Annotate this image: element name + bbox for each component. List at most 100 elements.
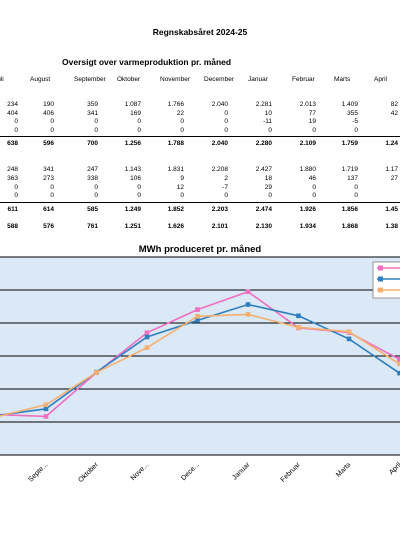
table-cell: 0 — [14, 192, 18, 200]
table-total-cell: 1.38 — [385, 223, 398, 230]
table-total-cell: 1.24 — [385, 140, 398, 148]
month-header: Marts — [334, 76, 351, 83]
table-cell: 1.880 — [299, 166, 316, 174]
table-cell: 341 — [87, 109, 98, 117]
table-total-cell: 614 — [43, 205, 54, 213]
table-cell: 0 — [224, 109, 228, 117]
table-cell: 27 — [390, 175, 398, 182]
table-cell: 9 — [180, 175, 184, 182]
table-cell: 355 — [347, 109, 358, 117]
table-cell: 406 — [43, 109, 54, 117]
table-total-cell: 761 — [87, 223, 98, 230]
table-total-cell: 2.101 — [211, 223, 228, 230]
table-cell: 0 — [268, 192, 272, 200]
table-cell: 0 — [354, 192, 358, 200]
series-marker — [397, 357, 400, 362]
table-cell: 0 — [180, 192, 184, 200]
table-cell: 1.17 — [385, 166, 398, 174]
month-header: Oktober — [117, 76, 141, 83]
table-cell: 18 — [264, 175, 272, 182]
table-cell: 0 — [137, 183, 141, 191]
table-cell: 0 — [268, 126, 272, 134]
table-cell: 0 — [312, 126, 316, 134]
table-cell: 0 — [50, 183, 54, 191]
table-cell: 0 — [354, 183, 358, 191]
table-cell: 2.013 — [299, 101, 316, 108]
table-cell: 0 — [14, 126, 18, 134]
series-marker — [346, 329, 352, 335]
chart-title: MWh produceret pr. måned — [138, 244, 262, 255]
legend-marker — [378, 287, 383, 293]
x-tick-label: Septe... — [27, 461, 49, 483]
table-total-cell: 1.868 — [341, 223, 358, 230]
month-header: November — [160, 76, 190, 83]
table-cell: 42 — [390, 109, 398, 117]
series-line — [0, 303, 400, 416]
table-cell: -7 — [222, 183, 228, 191]
table-cell: 0 — [14, 183, 18, 191]
table-cell: 0 — [14, 118, 18, 126]
table-total-cell: 1.251 — [124, 223, 141, 230]
table-total-cell: 2.130 — [255, 223, 272, 230]
table-total-cell: 585 — [87, 205, 98, 213]
series-marker — [195, 318, 200, 323]
table-cell: 2.281 — [255, 101, 272, 108]
x-tick-label: Dece... — [180, 461, 201, 482]
table-cell: 137 — [347, 175, 358, 182]
table-cell: 0 — [180, 118, 184, 126]
table-total-cell: 2.203 — [211, 205, 228, 213]
table-total-cell: 1.256 — [124, 140, 141, 148]
table-cell: 0 — [180, 126, 184, 134]
series-marker — [144, 334, 150, 340]
table-separator — [0, 136, 400, 138]
series-marker — [144, 330, 150, 336]
table-cell: 341 — [43, 166, 54, 174]
table-cell: 1.087 — [124, 101, 141, 108]
series-marker — [296, 325, 301, 330]
table-total-cell: 1.759 — [341, 140, 358, 148]
table-cell: 190 — [43, 101, 54, 108]
series-line — [0, 290, 400, 418]
table-cell: 2.040 — [211, 101, 228, 108]
table-cell: 77 — [308, 109, 316, 117]
series-marker — [245, 302, 251, 307]
table-cell: 0 — [50, 192, 54, 200]
table-cell: 0 — [312, 192, 316, 200]
month-header: August — [30, 76, 51, 83]
series-marker — [397, 361, 400, 367]
table-cell: 169 — [130, 109, 141, 117]
table-cell: 10 — [264, 109, 272, 117]
table-cell: -11 — [263, 118, 272, 126]
table-total-cell: 1.856 — [341, 205, 358, 213]
x-tick-label: Oktober — [77, 461, 100, 484]
series-marker — [245, 289, 251, 295]
table-cell: 0 — [94, 118, 98, 126]
table-cell: 1.766 — [167, 101, 184, 108]
table-cell: 2.427 — [255, 166, 272, 174]
table-cell: 0 — [224, 118, 228, 126]
series-marker — [94, 370, 99, 375]
table-title: Oversigt over varmeproduktion pr. måned — [62, 57, 232, 67]
series-marker — [296, 313, 301, 319]
table-cell: 247 — [87, 166, 98, 174]
table-total-cell: 1.926 — [299, 205, 316, 213]
table-cell: 12 — [176, 183, 184, 191]
table-total-cell: 1.45 — [385, 205, 398, 213]
month-header: Juli — [0, 76, 4, 83]
series-marker — [397, 370, 400, 376]
table-cell: 2.208 — [211, 166, 228, 174]
table-cell: 1.719 — [341, 166, 358, 174]
legend-marker — [378, 276, 383, 282]
table-total-cell: 588 — [7, 223, 18, 230]
table-cell: 2 — [224, 175, 228, 182]
month-header: September — [74, 76, 106, 83]
table-total-cell: 2.474 — [255, 205, 272, 213]
table-cell: 0 — [224, 126, 228, 134]
table-total-cell: 2.280 — [255, 140, 272, 148]
table-cell: 0 — [137, 118, 141, 126]
table-total-cell: 611 — [7, 205, 19, 213]
table-cell: 0 — [94, 183, 98, 191]
x-tick-label: April — [388, 461, 400, 476]
table-total-cell: 576 — [43, 223, 54, 230]
